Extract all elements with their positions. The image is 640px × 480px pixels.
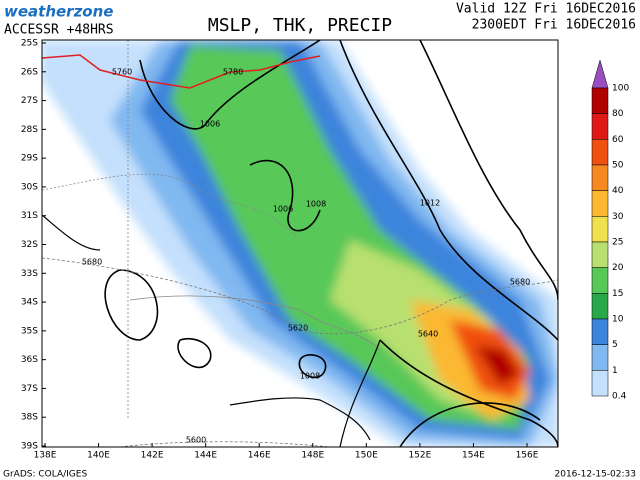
footer-timestamp: 2016-12-15-02:33 xyxy=(555,470,637,480)
lat-label: 36S xyxy=(21,355,38,365)
legend-cap xyxy=(591,59,609,89)
lat-label: 37S xyxy=(21,384,38,394)
logo: weatherzone xyxy=(4,3,113,21)
lon-label: 142E xyxy=(141,451,164,461)
legend-swatch xyxy=(591,344,609,371)
map-frame xyxy=(41,39,559,448)
legend-label: 30 xyxy=(612,212,624,222)
mslp-contours xyxy=(104,40,558,447)
contour-label: 5780 xyxy=(223,68,243,77)
legend-label: 40 xyxy=(612,186,624,196)
lon-label: 138E xyxy=(34,451,57,461)
legend-label: 50 xyxy=(612,161,624,171)
lat-label: 29S xyxy=(21,154,38,164)
valid-time: Valid 12Z Fri 16DEC2016 xyxy=(456,2,636,17)
legend-swatch xyxy=(591,370,609,397)
contour-label: 1012 xyxy=(420,199,440,208)
lat-label: 31S xyxy=(21,211,38,221)
legend-label: 20 xyxy=(612,263,624,273)
legend-swatch xyxy=(591,164,609,191)
legend-label: 0.4 xyxy=(612,392,627,402)
lon-label: 150E xyxy=(355,451,378,461)
coastline xyxy=(42,214,381,447)
precip-field xyxy=(42,40,558,447)
lat-label: 30S xyxy=(21,182,38,192)
lat-label: 25S xyxy=(21,39,38,49)
contour-label: 5760 xyxy=(112,68,132,77)
thickness-5760 xyxy=(42,54,321,89)
legend-swatch xyxy=(591,241,609,268)
legend-swatch xyxy=(591,139,609,166)
legend-swatch xyxy=(591,216,609,243)
map-area: 5760 5780 1006 1006 1008 1012 5680 5680 … xyxy=(42,40,558,447)
lon-label: 156E xyxy=(516,451,539,461)
legend-swatch xyxy=(591,267,609,294)
lat-label: 26S xyxy=(21,67,38,77)
lat-label: 39S xyxy=(21,442,38,452)
lat-label: 33S xyxy=(21,269,38,279)
legend-label: 100 xyxy=(612,84,629,94)
lon-label: 152E xyxy=(408,451,431,461)
contour-label: 5620 xyxy=(288,324,308,333)
legend-swatch xyxy=(591,87,609,114)
lat-label: 35S xyxy=(21,326,38,336)
contour-label: 1008 xyxy=(300,372,320,381)
lat-label: 28S xyxy=(21,125,38,135)
title: MSLP, THK, PRECIP xyxy=(208,15,392,36)
legend-swatch xyxy=(591,318,609,345)
legend-swatch xyxy=(591,113,609,140)
contour-label: 1006 xyxy=(200,120,220,129)
legend-label: 25 xyxy=(612,238,623,248)
legend-swatch xyxy=(591,293,609,320)
contour-label: 5600 xyxy=(186,436,206,445)
legend-label: 80 xyxy=(612,109,624,119)
legend-label: 15 xyxy=(612,289,623,299)
legend-label: 10 xyxy=(612,315,624,325)
lon-label: 144E xyxy=(194,451,217,461)
lon-label: 140E xyxy=(87,451,110,461)
lat-label: 32S xyxy=(21,240,38,250)
legend-swatch xyxy=(591,190,609,217)
axis-labels: 25S 26S 27S 28S 29S 30S 31S 32S 33S 34S 35S 36S 37S 3… xyxy=(21,39,539,461)
footer-source: GrADS: COLA/IGES xyxy=(3,470,87,480)
local-time: 2300EDT Fri 16DEC2016 xyxy=(472,18,636,33)
contour-label: 1006 xyxy=(273,205,293,214)
lon-label: 146E xyxy=(248,451,271,461)
lon-label: 154E xyxy=(462,451,485,461)
lat-label: 38S xyxy=(21,413,38,423)
lat-label: 27S xyxy=(21,96,38,106)
contour-label: 5680 xyxy=(510,278,530,287)
contour-label: 1008 xyxy=(306,200,326,209)
borders xyxy=(42,40,381,420)
legend-label: 5 xyxy=(612,340,618,350)
legend-label: 1 xyxy=(612,366,618,376)
thickness-contours xyxy=(42,257,558,447)
lon-label: 148E xyxy=(301,451,324,461)
contour-label: 5640 xyxy=(418,330,438,339)
model-label: ACCESSR +48HRS xyxy=(4,23,114,38)
legend-label: 60 xyxy=(612,135,624,145)
lat-label: 34S xyxy=(21,298,38,308)
color-legend: 100 80 60 50 40 30 25 20 15 10 5 1 0.4 xyxy=(591,59,629,402)
contour-label: 5680 xyxy=(82,258,102,267)
contour-labels: 5760 5780 1006 1006 1008 1012 5680 5680 … xyxy=(82,68,530,445)
